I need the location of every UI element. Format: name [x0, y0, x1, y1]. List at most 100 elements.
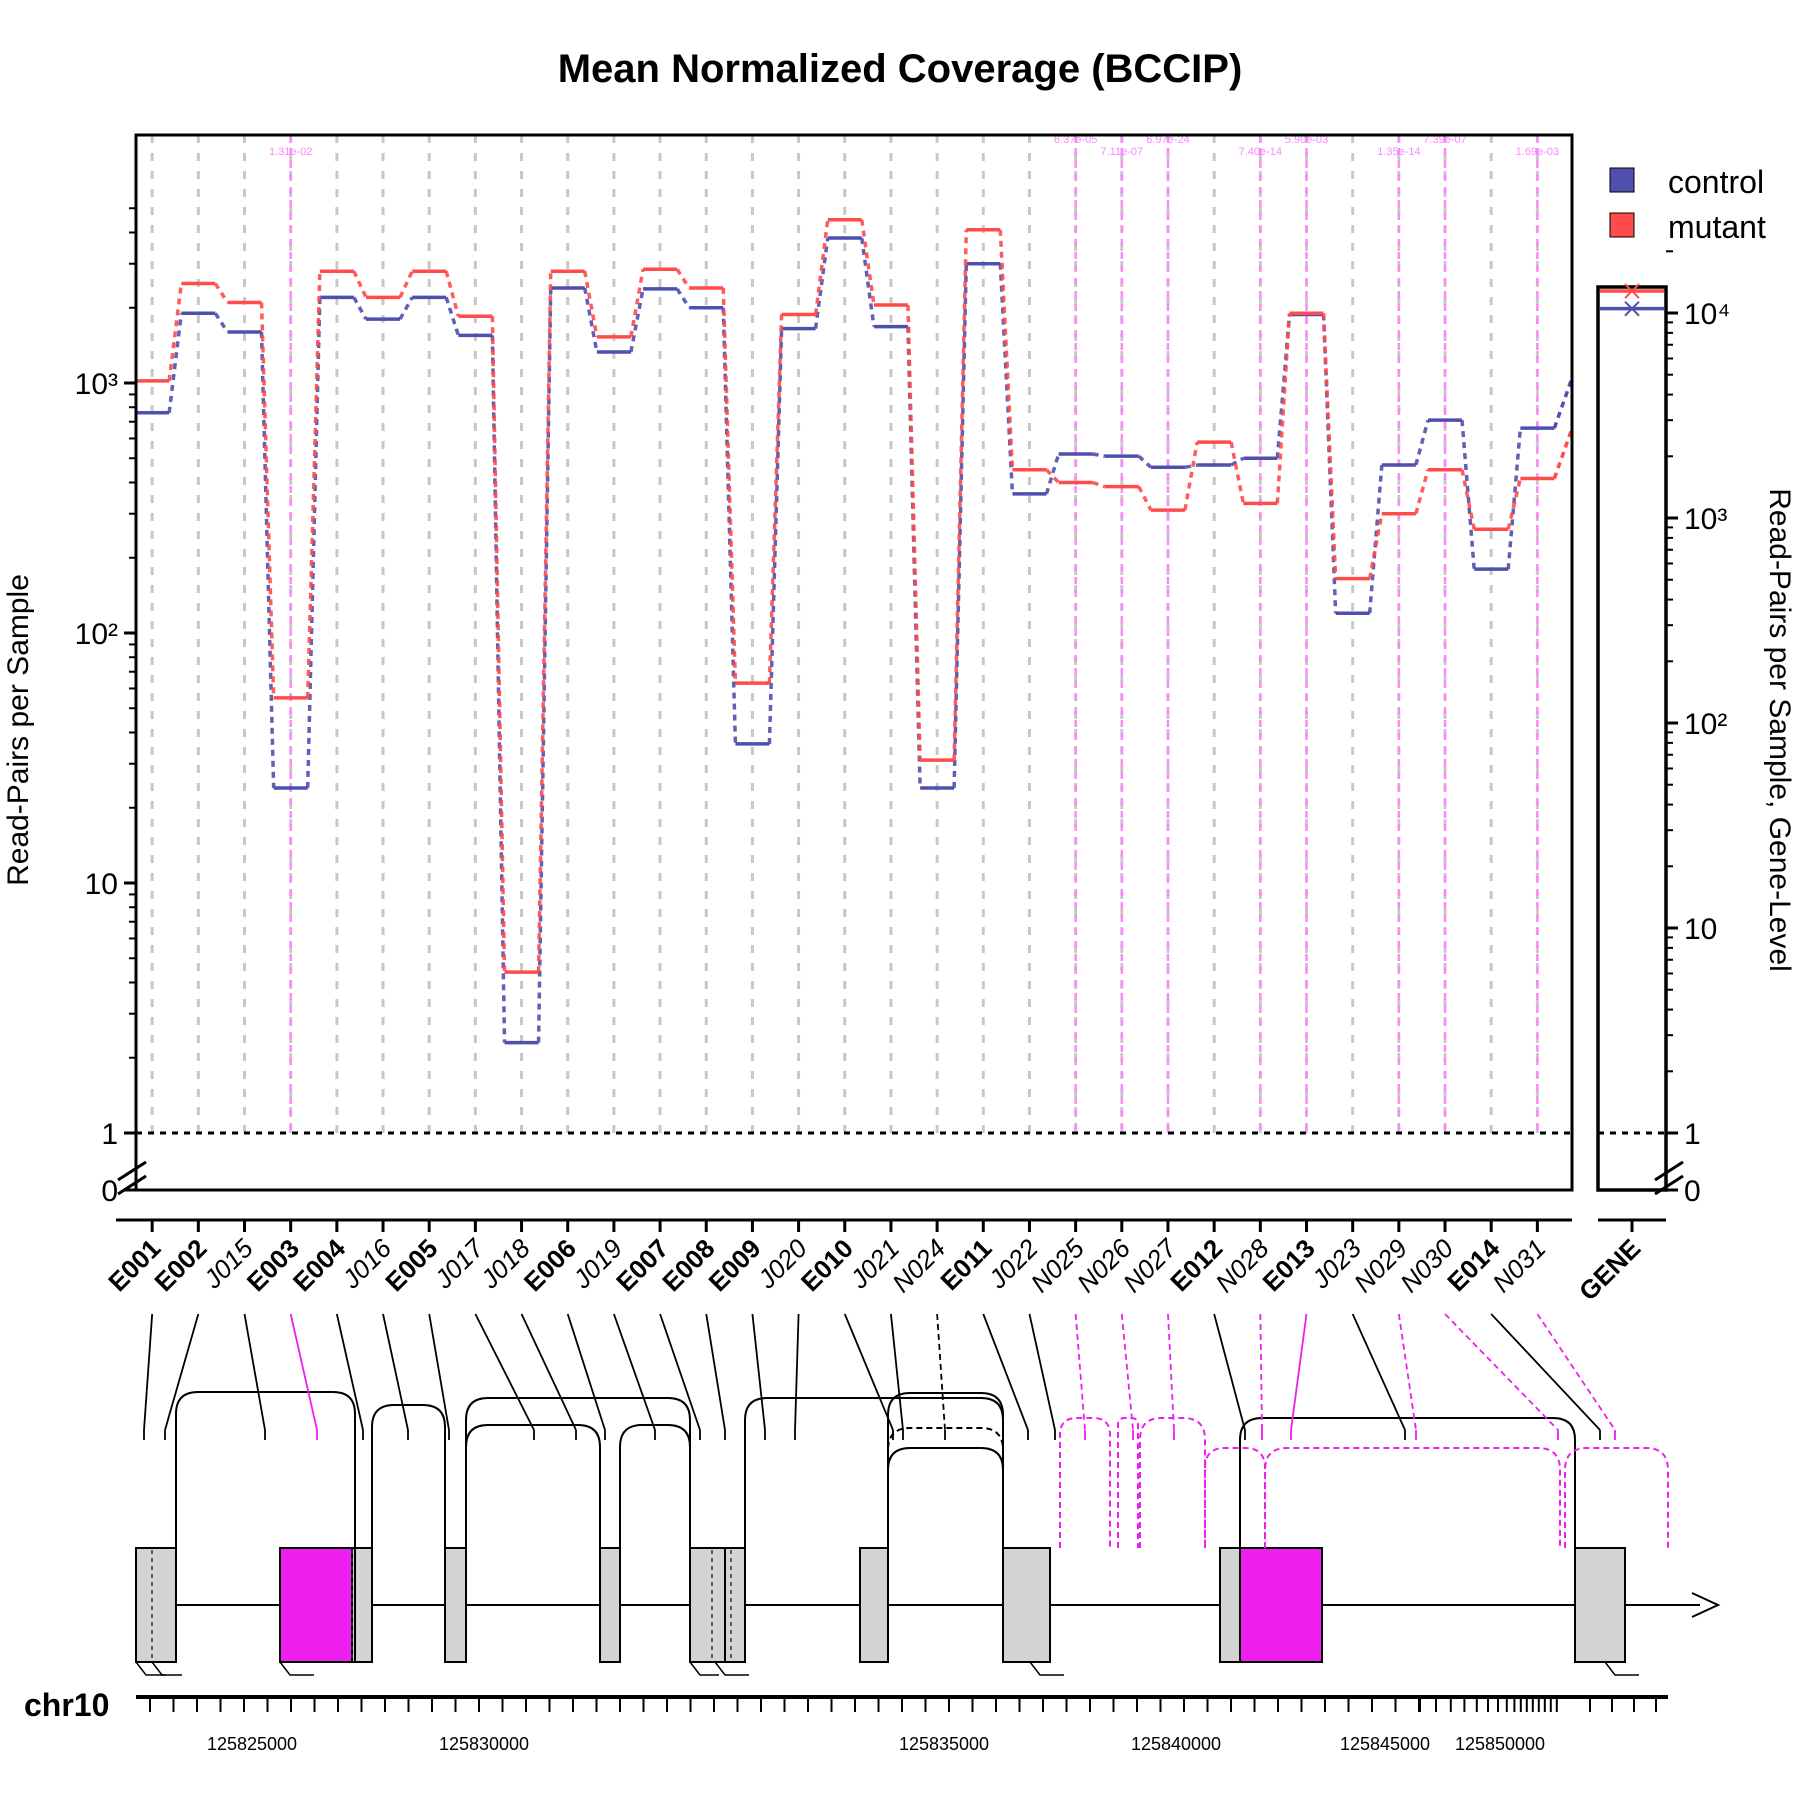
- series-mutant-connector-19: [1045, 468, 1060, 484]
- feature-connector-e009: [751, 1313, 766, 1431]
- gene-y-tick-label: 10: [1684, 913, 1717, 946]
- series-mutant-connector-24: [1275, 313, 1292, 504]
- splice-junction-arc: [1059, 1417, 1111, 1548]
- exon-block: [1574, 1547, 1626, 1663]
- gene-y-tick-label: 0: [1684, 1175, 1701, 1208]
- pvalue-label-e003: 1.31e-02: [269, 146, 312, 158]
- feature-connector-n031: [1536, 1313, 1616, 1431]
- x-tick-label-n031: N031: [1486, 1233, 1551, 1298]
- series-mutant-connector-26: [1367, 513, 1384, 579]
- series-control-connector-19: [1044, 453, 1061, 495]
- x-tick-label-e009: E009: [703, 1233, 767, 1297]
- series-control-connector-14: [813, 237, 830, 329]
- series-mutant-connector-11: [675, 268, 691, 289]
- exon-block: [135, 1547, 177, 1663]
- x-tick-label-n030: N030: [1394, 1233, 1460, 1299]
- series-control-connector-24: [1275, 314, 1292, 459]
- series-mutant-connector-14: [813, 219, 830, 315]
- series-control-connector-6: [444, 296, 461, 336]
- series-mutant-tail: [1552, 427, 1574, 480]
- series-control-connector-21: [1137, 454, 1153, 469]
- y-axis-label-right: Read-Pairs per Sample, Gene-Level: [1763, 488, 1796, 972]
- feature-connector-e007: [659, 1313, 701, 1431]
- gene-level-marker-control: [1624, 300, 1640, 317]
- feature-connector-j019: [613, 1313, 656, 1431]
- gene-y-tick-label: 10³: [1684, 503, 1727, 536]
- series-control-connector-2: [259, 331, 276, 788]
- x-tick-label-e005: E005: [379, 1233, 443, 1297]
- feature-connector-n025: [1074, 1313, 1086, 1431]
- y-tick-label: 10³: [75, 368, 118, 401]
- series-mutant-connector-20: [1092, 480, 1106, 489]
- splice-junction-arc: [1264, 1447, 1561, 1548]
- series-control-connector-0: [167, 313, 184, 414]
- series-mutant-connector-3: [305, 271, 322, 698]
- legend-swatch-mutant: [1609, 212, 1635, 238]
- feature-connector-j022: [1028, 1313, 1056, 1431]
- pvalue-label-n027: 6.97e-24: [1146, 134, 1189, 146]
- x-tick-label-n027: N027: [1117, 1232, 1183, 1298]
- series-control-connector-12: [721, 307, 738, 744]
- series-mutant-connector-22: [1183, 441, 1199, 511]
- gene-axis-break-mark: [1654, 1160, 1684, 1182]
- exon-block: [444, 1547, 467, 1663]
- splice-junction-arc: [619, 1424, 691, 1548]
- series-mutant: [135, 217, 1574, 974]
- genomic-coordinate-label: 125850000: [1455, 1734, 1545, 1754]
- pvalue-label-n028: 7.40e-14: [1239, 146, 1282, 158]
- x-tick-label-j017: J017: [428, 1232, 491, 1295]
- series-mutant-connector-6: [444, 270, 461, 317]
- splice-junction-arc: [465, 1397, 691, 1548]
- feature-connector-n030: [1444, 1313, 1559, 1431]
- exon-block-significant: [279, 1547, 353, 1663]
- feature-connector-j017: [474, 1313, 535, 1431]
- series-control-tail: [1552, 377, 1574, 429]
- feature-connector-j021: [890, 1313, 904, 1431]
- feature-connector-e003: [289, 1313, 318, 1431]
- genomic-coordinate-label: 125825000: [207, 1734, 297, 1754]
- gene-axis-break-mark: [1654, 1174, 1684, 1196]
- genomic-coordinate-label: 125835000: [899, 1734, 989, 1754]
- exon-block: [354, 1547, 373, 1663]
- exon-block: [599, 1547, 621, 1663]
- genomic-axis: 125825000 125830000 125835000 125840000 1258…: [135, 1661, 1668, 1754]
- series-mutant-connector-21: [1137, 485, 1153, 511]
- series-control-connector-26: [1367, 464, 1384, 614]
- chart-marks: 1.31e-02 6.37e-05 7.11e-076.97e-24 7.40e-14…: [75, 133, 1730, 1754]
- series-mutant-connector-17: [952, 229, 969, 761]
- pvalue-label-n026: 7.11e-07: [1101, 146, 1144, 158]
- exon-block: [859, 1547, 889, 1663]
- series-control-connector-1: [213, 312, 229, 333]
- series-mutant-connector-9: [583, 270, 599, 338]
- splice-junction-arc: [887, 1427, 1004, 1548]
- y-tick-label: 1: [101, 1118, 118, 1151]
- series-mutant-connector-13: [767, 314, 784, 684]
- exon-block: [1219, 1547, 1241, 1663]
- feature-connector-j023: [1351, 1313, 1406, 1431]
- series-mutant-connector-10: [629, 268, 645, 338]
- series-control-connector-29: [1506, 427, 1523, 570]
- gene-level-marker-mutant: [1624, 283, 1640, 299]
- series-control-connector-8: [536, 287, 553, 1043]
- series-mutant-connector-16: [906, 305, 922, 761]
- series-control-connector-7: [490, 335, 507, 1043]
- x-tick-label-e008: E008: [656, 1233, 720, 1297]
- feature-connector-e001: [143, 1313, 154, 1431]
- feature-connector-j015: [243, 1313, 266, 1431]
- exon-hook: [714, 1661, 749, 1676]
- series-control-connector-5: [398, 296, 414, 321]
- exon-block: [1002, 1547, 1051, 1663]
- series-mutant-connector-18: [998, 229, 1015, 470]
- pvalue-label-n029: 1.35e-14: [1377, 146, 1420, 158]
- series-mutant-connector-0: [167, 283, 184, 382]
- series-control-connector-28: [1460, 420, 1476, 570]
- splice-junction-arc: [1139, 1417, 1206, 1548]
- x-tick-label-n024: N024: [886, 1233, 951, 1298]
- exon-block: [724, 1547, 746, 1663]
- exon-hook: [1604, 1661, 1639, 1676]
- series-mutant-connector-4: [352, 270, 368, 299]
- series-mutant-connector-29: [1506, 478, 1523, 530]
- feature-connector-e002: [164, 1313, 200, 1431]
- feature-connector-e008: [705, 1313, 726, 1431]
